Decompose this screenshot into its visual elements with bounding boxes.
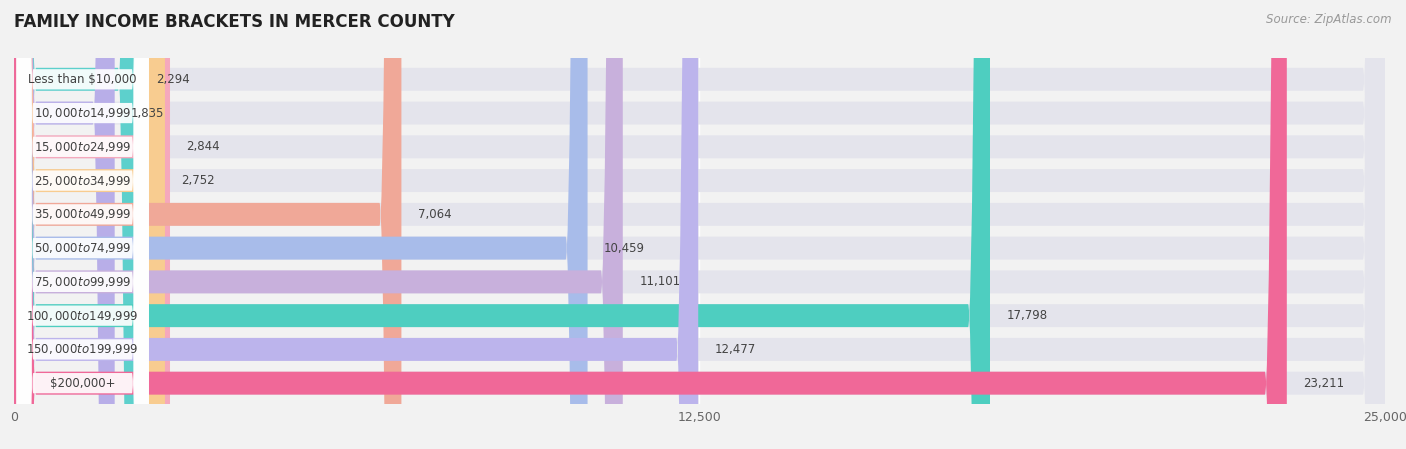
Text: 2,844: 2,844 xyxy=(187,141,221,153)
Text: 17,798: 17,798 xyxy=(1007,309,1047,322)
FancyBboxPatch shape xyxy=(14,0,699,449)
Text: $75,000 to $99,999: $75,000 to $99,999 xyxy=(34,275,131,289)
FancyBboxPatch shape xyxy=(17,0,149,449)
FancyBboxPatch shape xyxy=(17,0,149,449)
FancyBboxPatch shape xyxy=(14,0,115,449)
Text: $35,000 to $49,999: $35,000 to $49,999 xyxy=(34,207,131,221)
FancyBboxPatch shape xyxy=(14,0,1385,449)
Text: FAMILY INCOME BRACKETS IN MERCER COUNTY: FAMILY INCOME BRACKETS IN MERCER COUNTY xyxy=(14,13,454,31)
Text: 2,752: 2,752 xyxy=(181,174,215,187)
Text: Source: ZipAtlas.com: Source: ZipAtlas.com xyxy=(1267,13,1392,26)
FancyBboxPatch shape xyxy=(14,0,1385,449)
Text: $15,000 to $24,999: $15,000 to $24,999 xyxy=(34,140,131,154)
Text: 23,211: 23,211 xyxy=(1303,377,1344,390)
Text: 1,835: 1,835 xyxy=(131,106,165,119)
FancyBboxPatch shape xyxy=(14,0,170,449)
Text: $50,000 to $74,999: $50,000 to $74,999 xyxy=(34,241,131,255)
Text: $25,000 to $34,999: $25,000 to $34,999 xyxy=(34,174,131,188)
FancyBboxPatch shape xyxy=(14,0,401,449)
Text: $100,000 to $149,999: $100,000 to $149,999 xyxy=(27,308,139,323)
FancyBboxPatch shape xyxy=(17,0,149,449)
FancyBboxPatch shape xyxy=(14,0,623,449)
FancyBboxPatch shape xyxy=(14,0,1286,449)
FancyBboxPatch shape xyxy=(14,0,1385,449)
FancyBboxPatch shape xyxy=(17,0,149,449)
FancyBboxPatch shape xyxy=(14,0,165,449)
FancyBboxPatch shape xyxy=(17,0,149,449)
Text: 12,477: 12,477 xyxy=(714,343,756,356)
FancyBboxPatch shape xyxy=(14,0,1385,449)
Text: $10,000 to $14,999: $10,000 to $14,999 xyxy=(34,106,131,120)
FancyBboxPatch shape xyxy=(17,0,149,449)
FancyBboxPatch shape xyxy=(17,0,149,449)
FancyBboxPatch shape xyxy=(17,0,149,449)
FancyBboxPatch shape xyxy=(17,0,149,449)
Text: $150,000 to $199,999: $150,000 to $199,999 xyxy=(27,343,139,357)
FancyBboxPatch shape xyxy=(14,0,139,449)
Text: $200,000+: $200,000+ xyxy=(49,377,115,390)
FancyBboxPatch shape xyxy=(14,0,1385,449)
Text: 2,294: 2,294 xyxy=(156,73,190,86)
Text: Less than $10,000: Less than $10,000 xyxy=(28,73,136,86)
Text: 11,101: 11,101 xyxy=(640,275,681,288)
FancyBboxPatch shape xyxy=(14,0,1385,449)
FancyBboxPatch shape xyxy=(14,0,1385,449)
FancyBboxPatch shape xyxy=(14,0,1385,449)
FancyBboxPatch shape xyxy=(14,0,1385,449)
Text: 7,064: 7,064 xyxy=(418,208,451,221)
FancyBboxPatch shape xyxy=(14,0,1385,449)
Text: 10,459: 10,459 xyxy=(605,242,645,255)
FancyBboxPatch shape xyxy=(14,0,990,449)
FancyBboxPatch shape xyxy=(14,0,588,449)
FancyBboxPatch shape xyxy=(17,0,149,449)
